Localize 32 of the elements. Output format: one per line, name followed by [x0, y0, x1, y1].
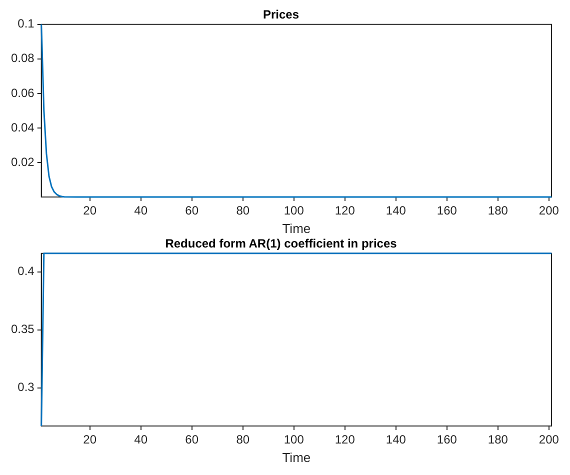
x-tick-label: 160	[436, 204, 458, 218]
y-tick-label: 0.08	[10, 51, 35, 66]
y-tick-label: 0.04	[10, 120, 35, 134]
y-tick-label: 0.1	[18, 16, 35, 31]
x-tick-label: 40	[134, 204, 148, 218]
x-tick-label: 160	[436, 432, 458, 447]
chart-title: Prices	[262, 8, 300, 22]
x-tick-label: 60	[185, 432, 199, 447]
x-tick-label: 120	[334, 432, 356, 447]
x-tick-label: 120	[334, 204, 356, 218]
y-tick-label: 0.4	[18, 264, 35, 278]
x-tick-label: 40	[134, 432, 148, 447]
x-tick-label: 180	[488, 204, 508, 218]
x-tick-label: 20	[83, 432, 97, 447]
y-tick-label: 0.35	[10, 322, 35, 336]
x-tick-label: 100	[284, 432, 304, 447]
x-tick-label: 100	[284, 204, 304, 218]
x-tick-label: 180	[488, 432, 508, 447]
x-tick-label: 200	[538, 204, 560, 218]
x-axis-title: Time	[282, 220, 311, 236]
x-tick-label: 200	[538, 432, 560, 447]
y-tick-label: 0.06	[10, 86, 35, 100]
y-tick-label: 0.02	[10, 154, 35, 169]
x-tick-label: 80	[236, 432, 250, 447]
x-tick-label: 20	[83, 204, 97, 218]
x-tick-label: 140	[386, 432, 406, 447]
y-tick-label: 0.3	[18, 380, 35, 394]
x-tick-label: 80	[236, 204, 250, 218]
chart-title: Reduced form AR(1) coefficient in prices	[165, 236, 398, 251]
x-tick-label: 60	[185, 204, 199, 218]
x-tick-label: 140	[386, 204, 406, 218]
x-axis-title: Time	[282, 450, 311, 465]
